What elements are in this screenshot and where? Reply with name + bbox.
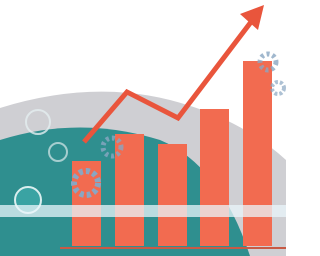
bar bbox=[243, 61, 272, 246]
light-stripe bbox=[0, 205, 286, 217]
page: (() => { const data = JSON.parse(documen… bbox=[0, 0, 320, 256]
bar bbox=[115, 134, 144, 246]
bar bbox=[200, 109, 229, 246]
illustration bbox=[0, 0, 286, 256]
bar bbox=[158, 144, 187, 246]
